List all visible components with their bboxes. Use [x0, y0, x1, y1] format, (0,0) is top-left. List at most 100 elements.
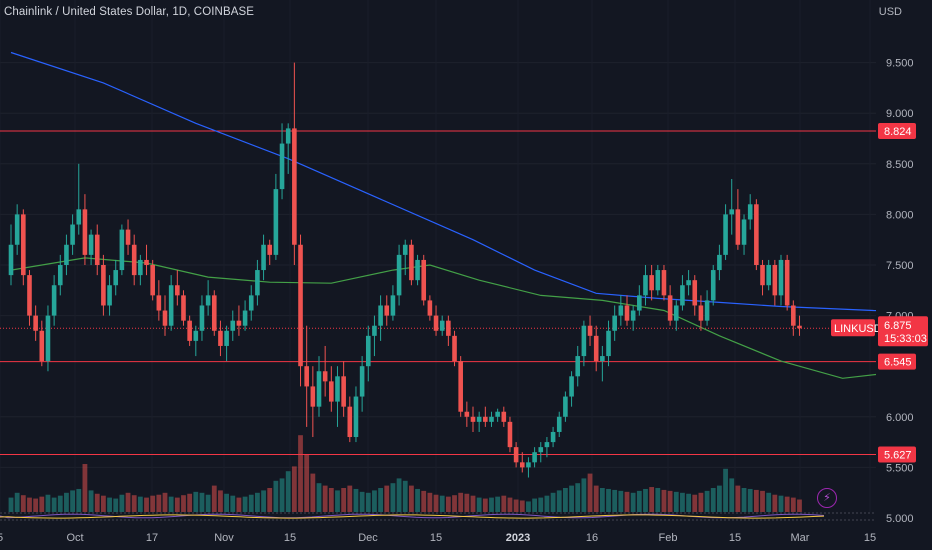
volume-bar	[218, 490, 223, 512]
candle-body	[409, 244, 414, 281]
x-tick-label-5: Dec	[358, 532, 378, 544]
candle-body	[82, 209, 88, 255]
candle-body	[341, 376, 346, 407]
y-tick-label-2: 6.000	[886, 412, 914, 424]
moving-average-line-1	[10, 257, 932, 379]
candle-body	[384, 305, 390, 316]
candle-body	[304, 366, 309, 387]
candle-body	[298, 244, 303, 367]
candle	[21, 209, 26, 286]
volume-bar	[14, 492, 20, 512]
candle-body	[255, 270, 260, 296]
volume-bar	[101, 495, 106, 512]
volume-bar	[261, 490, 266, 512]
candle-body	[649, 275, 654, 291]
horizontal-levels	[0, 130, 876, 456]
candle	[335, 366, 340, 427]
volume-bar	[211, 485, 217, 512]
candle-body	[70, 224, 75, 245]
candle	[285, 123, 291, 174]
candle-body	[427, 300, 433, 316]
candle	[193, 325, 199, 357]
volume-bar	[113, 498, 119, 512]
candle	[581, 320, 587, 367]
candle	[255, 259, 260, 306]
x-tick-label-0: 5	[0, 532, 3, 544]
candle	[181, 290, 186, 326]
candle	[723, 204, 728, 260]
candle-body	[680, 285, 685, 306]
x-tick-label-4: 15	[284, 532, 296, 544]
lightning-icon[interactable]: ⚡	[817, 488, 837, 508]
volume-bar	[267, 488, 273, 512]
volume-bar	[187, 493, 193, 512]
volume-bar	[248, 494, 254, 512]
volume-bar	[556, 490, 562, 512]
candle	[446, 315, 451, 346]
volume-bar	[45, 494, 51, 512]
x-tick-label-3: Nov	[214, 532, 234, 544]
candle	[680, 275, 685, 311]
candle	[563, 391, 568, 422]
candle	[45, 305, 51, 372]
last-price-badge	[878, 316, 928, 347]
candle-body	[8, 244, 14, 276]
candle	[741, 214, 747, 255]
volume-bar	[778, 495, 784, 512]
candle	[125, 219, 131, 255]
candle-body	[218, 330, 223, 346]
candle	[402, 239, 408, 276]
candle-body	[483, 416, 488, 422]
candle-body	[784, 259, 790, 306]
candle	[778, 254, 784, 306]
volume-bar	[692, 494, 698, 512]
candle	[544, 437, 550, 458]
volume-bar	[205, 494, 211, 512]
volume-bar	[624, 491, 630, 512]
volume-bar	[51, 497, 57, 512]
volume-bar	[150, 495, 156, 512]
candle	[452, 330, 457, 367]
candle-body	[637, 295, 642, 311]
x-tick-label-6: 15	[430, 532, 442, 544]
volume-bar	[550, 492, 556, 512]
volume-bar	[365, 492, 371, 512]
candle	[347, 396, 353, 443]
volume-bar	[310, 473, 316, 512]
volume-bar	[784, 496, 790, 512]
candle-body	[372, 325, 377, 336]
candle	[273, 173, 279, 260]
candle	[119, 224, 125, 276]
candle	[439, 315, 445, 336]
volume-bar	[64, 492, 69, 512]
volume-bar	[298, 435, 303, 512]
volume-bar	[489, 497, 494, 512]
candle	[298, 234, 303, 387]
candle-body	[556, 416, 562, 432]
y-tick-label-0: 5.000	[886, 513, 914, 525]
candle	[211, 290, 217, 336]
candle-body	[230, 320, 236, 331]
candle-body	[433, 315, 439, 331]
candle	[150, 259, 155, 301]
volume-bar	[766, 492, 772, 512]
candle-body	[261, 244, 266, 271]
candle-body	[27, 275, 32, 316]
volume-bar	[224, 493, 229, 512]
candle	[686, 270, 691, 296]
candle-body	[292, 128, 297, 245]
price-axis[interactable]: 5.0005.5006.0007.0007.5008.0008.5009.000…	[876, 0, 932, 550]
time-axis[interactable]: 5 Oct 17 Nov 15 Dec 15 2023 16 Feb 15 Mar 15	[0, 532, 876, 544]
volume-bar	[396, 478, 402, 512]
candle-body	[335, 376, 340, 402]
candle-body	[655, 270, 661, 291]
volume-bar	[402, 480, 408, 512]
candle	[470, 406, 476, 432]
candle-body	[667, 295, 673, 321]
candle-body	[365, 335, 371, 367]
candle	[587, 315, 593, 346]
level-badge-label-1: 6.545	[884, 357, 912, 369]
volume-bar	[723, 468, 728, 512]
